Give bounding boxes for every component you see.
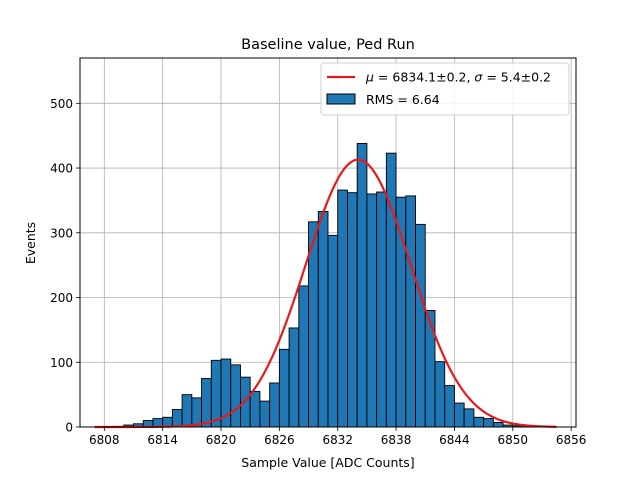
histogram-bar xyxy=(424,310,436,428)
histogram-bar xyxy=(473,416,485,428)
legend-histogram-label: RMS = 6.64 xyxy=(366,92,440,107)
histogram-bar xyxy=(171,409,183,428)
legend-box xyxy=(320,62,570,116)
histogram-bar xyxy=(249,390,261,428)
histogram-bar xyxy=(288,327,300,428)
x-tick-label: 6832 xyxy=(322,433,353,447)
x-tick-label: 6838 xyxy=(381,433,412,447)
y-tick-label: 400 xyxy=(50,162,73,176)
histogram-bar xyxy=(240,376,251,428)
x-tick-label: 6844 xyxy=(439,433,470,447)
legend-sigma-symbol: σ xyxy=(474,70,483,85)
histogram-bar xyxy=(201,377,212,428)
histogram-bar xyxy=(269,382,280,428)
legend-fit-label: μ = 6834.1±0.2, σ = 5.4±0.2 xyxy=(365,70,551,85)
y-axis-label: Events xyxy=(23,222,38,264)
histogram-bars xyxy=(113,143,553,428)
histogram-bar xyxy=(385,152,397,428)
y-tick-label: 200 xyxy=(50,291,73,305)
histogram-bar xyxy=(210,359,222,428)
x-axis-label: Sample Value [ADC Counts] xyxy=(241,455,414,470)
histogram-bar xyxy=(366,193,378,428)
x-tick-label: 6808 xyxy=(89,433,120,447)
legend-mu-symbol: μ xyxy=(365,70,374,85)
histogram-bar xyxy=(298,285,309,428)
histogram-bar xyxy=(395,196,407,428)
histogram-bar xyxy=(483,418,494,428)
y-axis-ticks: 0 100 200 300 400 500 xyxy=(50,97,80,435)
plot-frame xyxy=(79,57,577,428)
legend-histogram-swatch xyxy=(326,93,356,105)
histogram-bar xyxy=(337,189,348,428)
histogram-bar xyxy=(376,191,387,428)
histogram-bar xyxy=(278,348,290,428)
histogram-bar xyxy=(356,143,368,428)
histogram-bar xyxy=(181,394,193,428)
histogram-bar xyxy=(453,402,465,428)
histogram-bar xyxy=(347,192,358,428)
histogram-bar xyxy=(230,364,241,428)
histogram-bar xyxy=(317,210,329,428)
y-tick-label: 0 xyxy=(65,421,73,435)
legend: μ = 6834.1±0.2, σ = 5.4±0.2 RMS = 6.64 xyxy=(320,62,570,116)
histogram-bar xyxy=(415,223,426,428)
histogram-bar xyxy=(259,400,271,428)
histogram-bar xyxy=(463,408,475,428)
x-tick-label: 6856 xyxy=(556,433,587,447)
histogram-bar xyxy=(444,385,455,428)
chart-title: Baseline value, Ped Run xyxy=(241,37,415,53)
y-tick-label: 300 xyxy=(50,226,73,240)
histogram-bar xyxy=(405,195,416,428)
legend-sigma-value: = 5.4±0.2 xyxy=(482,70,551,85)
legend-mu-value: = 6834.1±0.2, xyxy=(374,70,474,85)
x-tick-label: 6820 xyxy=(206,433,237,447)
histogram-bar xyxy=(492,422,504,428)
histogram-bar xyxy=(434,361,446,428)
x-tick-label: 6826 xyxy=(264,433,295,447)
x-tick-label: 6850 xyxy=(498,433,529,447)
y-tick-label: 100 xyxy=(50,356,73,370)
histogram-bar xyxy=(327,234,339,428)
histogram-bar xyxy=(191,397,203,428)
x-tick-label: 6814 xyxy=(147,433,178,447)
y-tick-label: 500 xyxy=(50,97,73,111)
x-axis-ticks: 6808 6814 6820 6826 6832 6838 6844 6850 6856 xyxy=(89,427,586,447)
